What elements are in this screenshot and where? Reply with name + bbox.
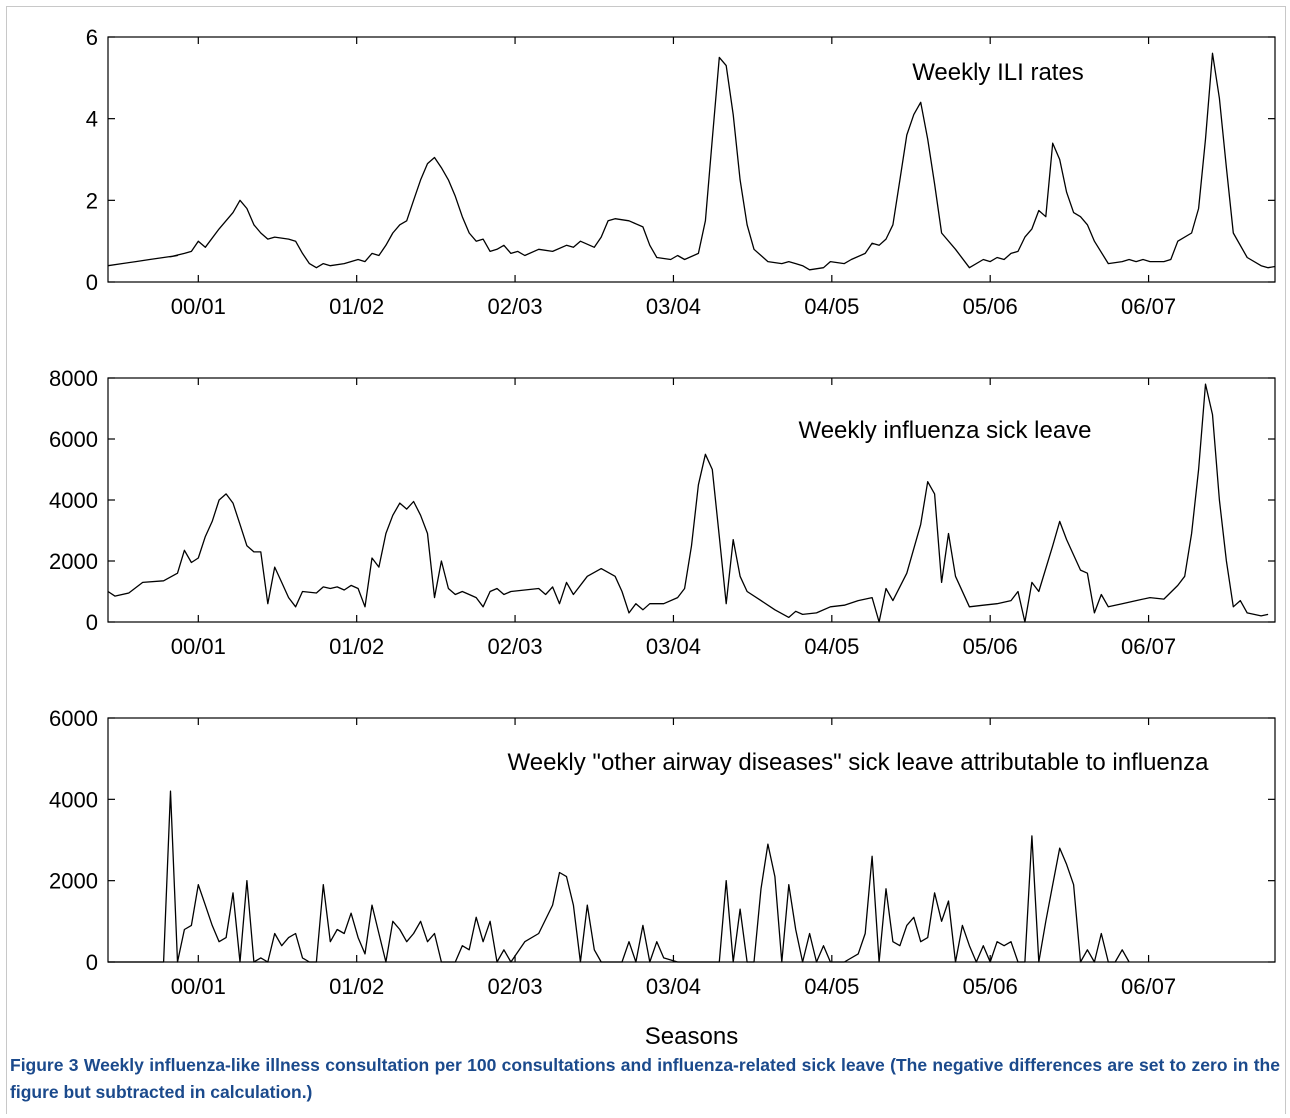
x-tick-label: 00/01 (171, 974, 226, 999)
x-tick-label: 05/06 (963, 974, 1018, 999)
x-tick-label: 03/04 (646, 634, 701, 659)
x-tick-label: 06/07 (1121, 294, 1176, 319)
x-tick-label: 06/07 (1121, 974, 1176, 999)
figure-caption: Figure 3 Weekly influenza-like illness c… (10, 1052, 1280, 1106)
plot-frame (107, 36, 1276, 283)
y-tick-label: 0 (86, 950, 98, 975)
figure-frame (6, 6, 1286, 1114)
y-tick-label: 2000 (49, 549, 98, 574)
x-tick-label: 06/07 (1121, 634, 1176, 659)
panel-annotation: Weekly "other airway diseases" sick leav… (508, 749, 1210, 776)
y-tick-label: 6000 (49, 706, 98, 731)
x-tick-label: 02/03 (488, 294, 543, 319)
x-tick-label: 00/01 (171, 634, 226, 659)
x-axis-label: Seasons (645, 1023, 738, 1050)
x-tick-label: 01/02 (329, 974, 384, 999)
x-tick-label: 01/02 (329, 294, 384, 319)
x-tick-label: 03/04 (646, 974, 701, 999)
y-tick-label: 4000 (49, 787, 98, 812)
y-tick-label: 0 (86, 270, 98, 295)
chart-panel-2: 0 2000 4000 6000 8000 00/01 01/02 02/03 03/04 04/… (49, 366, 1276, 659)
x-tick-label: 02/03 (488, 974, 543, 999)
x-tick-label: 04/05 (804, 634, 859, 659)
chart-panel-3: 0 2000 4000 6000 00/01 01/02 02/03 03/04 04/05 05… (49, 706, 1276, 1050)
series-line (107, 52, 1276, 271)
y-tick-label: 2 (86, 188, 98, 213)
y-tick-label: 4 (86, 107, 98, 132)
figure-caption-text: Weekly influenza-like illness consultati… (10, 1055, 1280, 1102)
x-tick-label: 01/02 (329, 634, 384, 659)
panel-annotation: Weekly influenza sick leave (798, 417, 1091, 444)
figure-caption-label: Figure 3 (10, 1055, 79, 1075)
series-line (107, 383, 1269, 623)
y-tick-label: 8000 (49, 366, 98, 391)
series-line (108, 790, 1130, 963)
chart-panel-1: 0 2 4 6 00/01 01/02 02/03 03/04 04/05 05/06 06/07 W… (86, 25, 1276, 319)
x-tick-label: 05/06 (963, 634, 1018, 659)
y-tick-label: 2000 (49, 869, 98, 894)
y-tick-label: 6 (86, 25, 98, 50)
x-tick-label: 04/05 (804, 974, 859, 999)
y-tick-label: 0 (86, 610, 98, 635)
x-tick-label: 03/04 (646, 294, 701, 319)
x-tick-label: 02/03 (488, 634, 543, 659)
y-tick-label: 6000 (49, 427, 98, 452)
y-tick-label: 4000 (49, 488, 98, 513)
x-tick-label: 04/05 (804, 294, 859, 319)
x-tick-label: 00/01 (171, 294, 226, 319)
panel-annotation: Weekly ILI rates (912, 59, 1084, 86)
x-tick-label: 05/06 (963, 294, 1018, 319)
